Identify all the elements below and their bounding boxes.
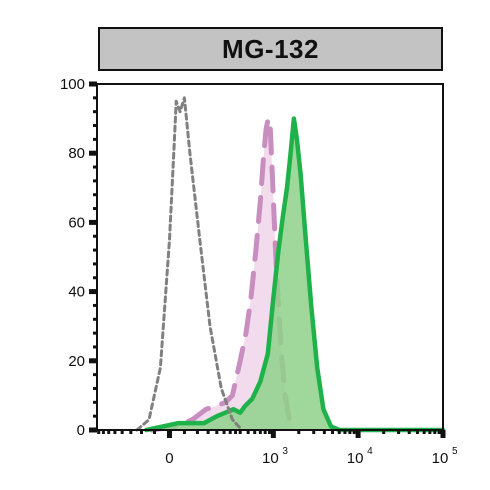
x-tick-label: 10 <box>432 450 449 467</box>
x-tick-label: 0 <box>165 450 173 467</box>
series-0-line <box>135 96 244 432</box>
series-2-area <box>146 118 443 430</box>
x-tick-exponent: 3 <box>282 446 288 457</box>
series-1-area <box>151 118 295 430</box>
y-tick-label: 40 <box>68 284 85 301</box>
y-tick-label: 100 <box>60 76 85 93</box>
y-tick-label: 80 <box>68 145 85 162</box>
x-tick-label: 10 <box>347 450 364 467</box>
series-2-line <box>144 116 446 433</box>
chart-title: MG-132 <box>222 33 319 64</box>
chart-title-banner: MG-132 <box>98 27 443 71</box>
x-tick-label: 10 <box>262 450 279 467</box>
y-tick-label: 20 <box>68 353 85 370</box>
y-tick-label: 60 <box>68 214 85 231</box>
x-tick-exponent: 4 <box>367 446 373 457</box>
series-layer <box>135 96 446 433</box>
x-tick-exponent: 5 <box>452 446 458 457</box>
y-tick-label: 0 <box>77 422 85 439</box>
